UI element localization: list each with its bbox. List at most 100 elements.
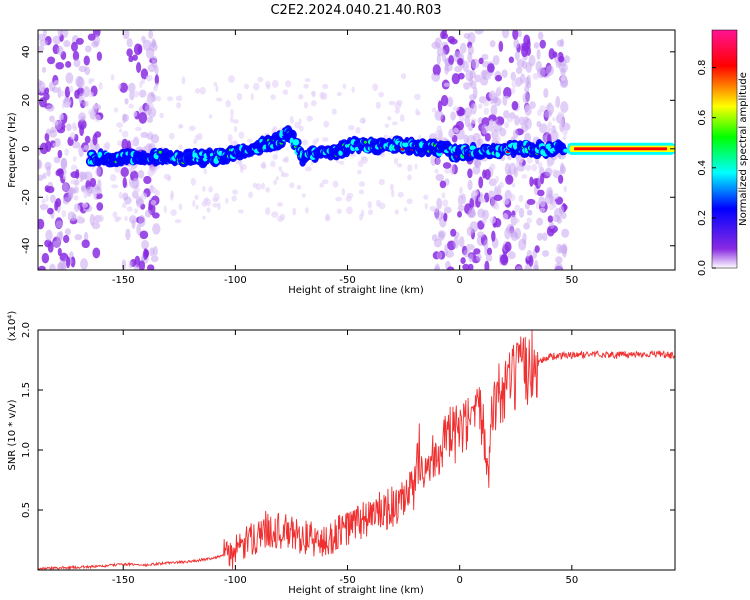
heatmap-cell <box>128 103 134 109</box>
heatmap-cell <box>465 243 475 251</box>
heatmap-cell <box>289 182 295 189</box>
heatmap-cell <box>45 194 49 202</box>
heatmap-cell <box>57 247 62 257</box>
heatmap-cell <box>252 82 260 91</box>
heatmap-cell <box>49 263 56 270</box>
heatmap-cell <box>230 115 234 123</box>
heatmap-cell <box>81 92 86 100</box>
heatmap-cell <box>526 198 536 206</box>
heatmap-cell <box>436 53 441 65</box>
heatmap-cell <box>208 186 213 193</box>
heatmap-cell <box>133 187 141 193</box>
heatmap-cell <box>126 48 133 57</box>
heatmap-cell <box>560 101 569 113</box>
heatmap-cell <box>478 57 484 65</box>
heatmap-cell <box>230 108 234 117</box>
heatmap-cell <box>555 256 563 264</box>
heatmap-cell <box>375 101 381 109</box>
heatmap-cell <box>341 188 346 196</box>
heatmap-cell <box>495 175 499 184</box>
heatmap-cell <box>67 187 77 195</box>
heatmap-cell <box>135 198 145 206</box>
heatmap-cell <box>265 186 270 193</box>
heatmap-cell <box>38 45 45 52</box>
heatmap-cell <box>531 164 538 172</box>
heatmap-cell <box>57 149 63 159</box>
x-tick-label: 0 <box>456 275 462 286</box>
heatmap-cell <box>402 142 410 148</box>
colorbar-tick-label: 0.8 <box>697 60 708 76</box>
heatmap-cell <box>351 86 355 93</box>
heatmap-cell <box>121 138 129 151</box>
heatmap-cell <box>143 175 152 185</box>
heatmap-cell <box>271 211 279 218</box>
heatmap-cell <box>178 144 183 150</box>
heatmap-cell <box>493 185 498 198</box>
heatmap-cell <box>443 212 448 222</box>
heatmap-cell <box>483 239 489 251</box>
heatmap-cell <box>216 97 223 102</box>
heatmap-cell <box>150 166 157 174</box>
heatmap-cell <box>55 61 65 70</box>
heatmap-cell <box>80 186 87 193</box>
heatmap-cell <box>41 66 47 73</box>
heatmap-cell <box>495 74 503 82</box>
heatmap-cell <box>358 181 366 187</box>
heatmap-cell <box>77 119 87 130</box>
heatmap-cell <box>436 197 443 210</box>
heatmap-cell <box>110 74 115 81</box>
heatmap-cell <box>523 222 530 230</box>
heatmap-cell <box>60 113 64 121</box>
heatmap-cell <box>532 72 540 80</box>
heatmap-cell <box>393 157 399 165</box>
heatmap-cell <box>534 245 540 253</box>
heatmap-cell <box>306 115 313 122</box>
heatmap-cell <box>522 92 530 104</box>
heatmap-cell <box>526 156 533 164</box>
heatmap-cell <box>468 263 474 270</box>
snr-frame <box>37 329 676 571</box>
heatmap-cell <box>84 135 91 144</box>
heatmap-cell <box>132 110 138 117</box>
heatmap-cell <box>103 143 110 151</box>
heatmap-cell <box>149 103 154 110</box>
heatmap-cell <box>41 252 50 264</box>
heatmap-cell <box>75 169 80 179</box>
snr-y-ticks: 0.5 1.0 1.5 2.0 <box>21 322 675 518</box>
heatmap-cell <box>502 95 510 100</box>
heatmap-cell <box>515 66 523 75</box>
x-tick-label: 50 <box>565 275 578 286</box>
heatmap-cell <box>270 160 276 168</box>
heatmap-cell <box>510 71 516 82</box>
heatmap-cell <box>462 60 469 73</box>
heatmap-cell <box>332 180 339 188</box>
heatmap-cell <box>526 217 532 224</box>
y-tick-label: 2.0 <box>21 322 32 338</box>
heatmap-cell <box>289 115 294 124</box>
heatmap-cell <box>467 122 474 132</box>
heatmap-cell <box>484 260 490 270</box>
heatmap-cell <box>248 191 254 199</box>
heatmap-cell <box>83 55 90 66</box>
heatmap-cell <box>83 144 91 151</box>
heatmap-cell <box>529 101 536 109</box>
heatmap-cell <box>560 67 566 77</box>
heatmap-cell <box>58 260 66 270</box>
heatmap-cell <box>64 148 69 156</box>
heatmap-cell <box>238 209 244 214</box>
heatmap-cell <box>73 58 81 68</box>
heatmap-cell <box>168 132 175 140</box>
heatmap-cell <box>335 196 342 202</box>
heatmap-cell <box>458 236 465 248</box>
heatmap-cell <box>469 197 475 210</box>
heatmap-cell <box>65 72 74 84</box>
heatmap-cell <box>518 158 524 163</box>
heatmap-cell <box>71 41 78 52</box>
heatmap-cell <box>154 189 160 197</box>
heatmap-cell <box>44 87 50 95</box>
heatmap-cell <box>392 121 398 126</box>
heatmap-cell <box>282 157 289 163</box>
heatmap-cell <box>532 264 539 270</box>
heatmap-cell <box>320 92 328 100</box>
